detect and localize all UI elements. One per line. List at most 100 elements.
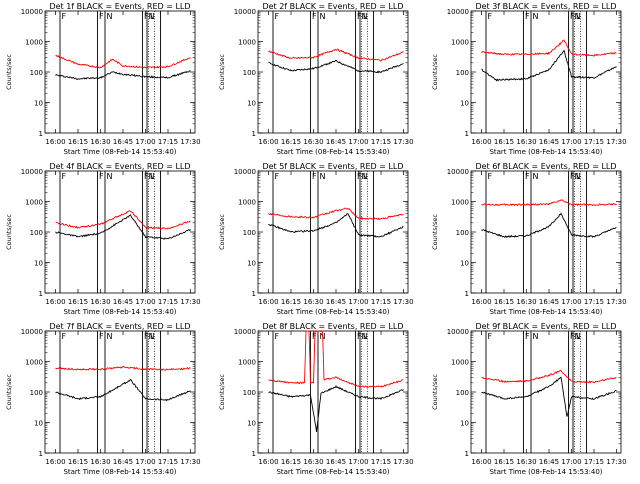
y-tick-label: 10 xyxy=(247,420,256,428)
x-axis-label: Start Time (08-Feb-14 15:53:40) xyxy=(489,308,602,316)
marker-flag-letter: F xyxy=(312,12,317,21)
y-tick-label: 10000 xyxy=(447,168,469,176)
lld-series-line xyxy=(55,54,191,69)
x-tick-label: 16:00 xyxy=(258,298,278,306)
y-tick-label: 1000 xyxy=(451,39,469,47)
x-tick-label: 16:00 xyxy=(45,458,65,466)
y-tick-label: 1 xyxy=(465,290,469,298)
marker-flag-letter: F xyxy=(144,172,149,181)
x-tick-label: 16:15 xyxy=(281,138,301,146)
y-axis-label: Counts/sec xyxy=(431,54,439,90)
x-tick-label: 16:00 xyxy=(471,138,491,146)
y-tick-label: 100 xyxy=(456,69,469,77)
y-axis-label: Counts/sec xyxy=(5,374,13,410)
events-series-line xyxy=(481,49,617,82)
x-tick-label: 17:00 xyxy=(348,138,368,146)
marker-flag-letter: N xyxy=(320,12,326,21)
events-series-line xyxy=(55,378,191,402)
x-tick-label: 16:30 xyxy=(90,138,110,146)
y-axis-label: Counts/sec xyxy=(5,54,13,90)
y-tick-label: 10 xyxy=(247,260,256,268)
y-tick-label: 10 xyxy=(34,100,43,108)
panel: Det 5f BLACK = Events, RED = LLD 1 10 100 10… xyxy=(218,162,414,316)
marker-flag-letter: N xyxy=(149,332,155,341)
x-tick-label: 16:30 xyxy=(90,458,110,466)
y-tick-label: 100 xyxy=(456,389,469,397)
x-axis-label: Start Time (08-Feb-14 15:53:40) xyxy=(63,148,176,156)
y-tick-label: 10000 xyxy=(234,328,256,336)
x-tick-label: 16:15 xyxy=(281,458,301,466)
y-tick-label: 1000 xyxy=(25,359,43,367)
marker-flag-letter: L xyxy=(150,172,155,181)
plot-frame xyxy=(44,10,196,134)
lld-series-line xyxy=(55,210,191,230)
y-tick-label: 10000 xyxy=(234,168,256,176)
plot-title: Det 1f BLACK = Events, RED = LLD xyxy=(49,2,190,11)
marker-flag-letter: F xyxy=(144,12,149,21)
x-tick-label: 16:30 xyxy=(516,298,536,306)
x-tick-label: 17:15 xyxy=(584,138,604,146)
x-tick-label: 16:45 xyxy=(326,298,346,306)
x-axis-label: Start Time (08-Feb-14 15:53:40) xyxy=(276,468,389,476)
x-tick-label: 17:30 xyxy=(393,298,413,306)
y-tick-label: 10 xyxy=(247,100,256,108)
marker-flag-letter: L xyxy=(576,12,581,21)
marker-flag-letter: F xyxy=(357,172,362,181)
x-tick-label: 16:45 xyxy=(326,138,346,146)
marker-flag-letter: N xyxy=(149,12,155,21)
plot-title: Det 9f BLACK = Events, RED = LLD xyxy=(475,322,616,331)
marker-flag-letter: F xyxy=(488,172,493,181)
x-tick-label: 17:15 xyxy=(371,138,391,146)
plot-frame xyxy=(44,330,196,454)
y-tick-label: 10 xyxy=(460,100,469,108)
marker-flag-letter: N xyxy=(107,172,113,181)
x-tick-label: 17:30 xyxy=(180,138,200,146)
x-axis-label: Start Time (08-Feb-14 15:53:40) xyxy=(489,468,602,476)
x-tick-label: 16:45 xyxy=(113,298,133,306)
x-tick-label: 16:00 xyxy=(258,458,278,466)
x-tick-label: 16:30 xyxy=(516,138,536,146)
x-tick-label: 16:00 xyxy=(45,298,65,306)
x-tick-label: 16:00 xyxy=(258,138,278,146)
y-tick-label: 100 xyxy=(30,389,43,397)
plot-frame xyxy=(257,170,409,294)
marker-flag-letter: F xyxy=(144,332,149,341)
marker-flag-letter: F xyxy=(99,172,104,181)
events-series-line xyxy=(481,376,617,417)
x-tick-label: 16:30 xyxy=(516,458,536,466)
x-tick-label: 16:45 xyxy=(539,138,559,146)
y-tick-label: 100 xyxy=(30,69,43,77)
lld-series-line xyxy=(55,366,191,372)
x-tick-label: 16:15 xyxy=(68,298,88,306)
events-series-line xyxy=(268,213,404,238)
marker-flag-letter: F xyxy=(357,332,362,341)
marker-flag-letter: L xyxy=(363,12,368,21)
y-tick-label: 10000 xyxy=(21,168,43,176)
events-series-line xyxy=(481,212,617,238)
marker-flag-letter: F xyxy=(275,332,280,341)
marker-flag-letter: N xyxy=(575,12,581,21)
plot-title: Det 7f BLACK = Events, RED = LLD xyxy=(49,322,190,331)
x-tick-label: 16:15 xyxy=(68,458,88,466)
y-tick-label: 10 xyxy=(460,260,469,268)
x-tick-label: 17:30 xyxy=(180,298,200,306)
lld-series-line xyxy=(268,48,404,62)
y-tick-label: 10000 xyxy=(21,8,43,16)
marker-flag-letter: N xyxy=(533,12,539,21)
lld-series-line xyxy=(481,369,617,384)
x-tick-label: 17:30 xyxy=(606,458,626,466)
marker-flag-letter: N xyxy=(362,332,368,341)
marker-flag-letter: N xyxy=(362,172,368,181)
y-axis-label: Counts/sec xyxy=(218,54,226,90)
x-tick-label: 17:15 xyxy=(158,458,178,466)
y-tick-label: 1 xyxy=(39,290,43,298)
y-tick-label: 1000 xyxy=(238,39,256,47)
x-tick-label: 16:30 xyxy=(303,138,323,146)
marker-flag-letter: N xyxy=(320,172,326,181)
y-tick-label: 100 xyxy=(243,69,256,77)
y-axis-label: Counts/sec xyxy=(218,374,226,410)
marker-flag-letter: F xyxy=(488,12,493,21)
lld-series-line xyxy=(481,39,617,57)
x-tick-label: 17:15 xyxy=(371,458,391,466)
